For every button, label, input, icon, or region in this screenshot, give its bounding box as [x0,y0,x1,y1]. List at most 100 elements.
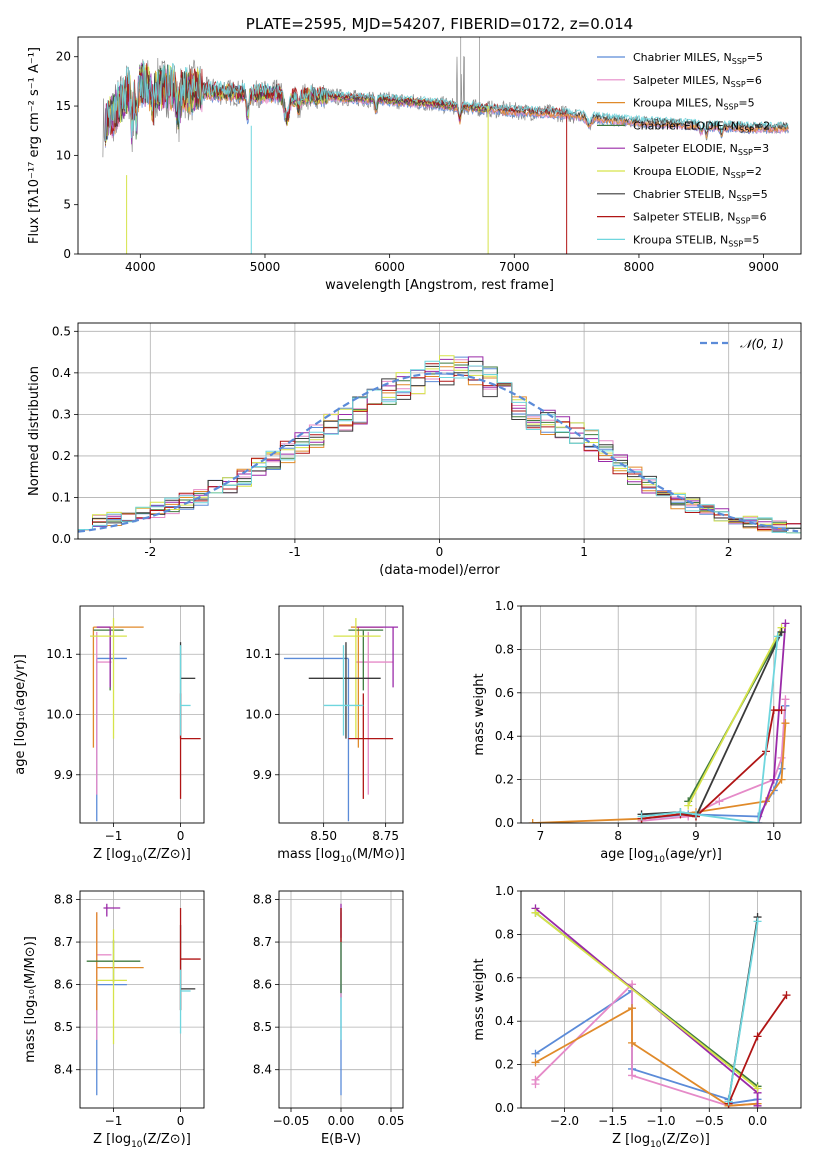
x-tick-label: 0.0 [748,1114,767,1128]
x-tick-label: −1 [105,1114,123,1128]
plot-area-mass_vs_z [86,903,201,1096]
y-tick-label: 10.1 [46,647,73,661]
weight-marker-salpeter_elodie [769,775,778,784]
weight-line-kroupa_stelib [641,636,779,823]
x-tick-label: 10 [766,829,781,843]
x-tick-label: 8 [614,829,622,843]
axes-weight_vs_age: 7 8 9 10 0.0 0.2 0.4 0.6 0.8 1.0 age [log10(age/yr… [472,599,802,865]
x-tick-label: 1 [580,545,588,559]
y-tick-label: 0.2 [495,773,514,787]
y-tick-label: 0.4 [495,729,514,743]
legend-label-kroupa_miles: Kroupa MILES, NSSP=5 [633,97,755,112]
x-tick-label: −1 [105,829,123,843]
weight-marker-chabrier_miles [531,1049,540,1058]
weight-marker-kroupa_stelib [724,1097,733,1106]
weight-marker-salpeter_miles [715,797,724,806]
x-axis-label: (data-model)/error [379,563,500,578]
axes-frame [520,605,802,824]
y-tick-label: 20 [56,50,71,64]
y-tick-label: 0.8 [495,927,514,941]
chart-title: PLATE=2595, MJD=54207, FIBERID=0172, z=0… [246,15,633,33]
weight-line-kroupa_elodie [534,911,759,1090]
weight-marker-kroupa_miles [781,719,790,728]
x-axis-label: age [log10(age/yr)] [600,847,722,865]
y-tick-label: 1.0 [495,599,514,613]
legend-label-kroupa_elodie: Kroupa ELODIE, NSSP=2 [633,165,762,180]
x-tick-label: 0.05 [378,1114,405,1128]
weight-marker-kroupa_miles [777,775,786,784]
axes-residuals: -2 -1 0 1 2 0.0 0.1 0.2 0.3 0.4 0.5 (data-model)/er… [27,322,802,578]
y-tick-label: 0.2 [495,1058,514,1072]
axes-frame [79,890,205,1109]
y-tick-label: 8.8 [253,893,272,907]
y-tick-label: 0.3 [52,407,71,421]
x-tick-label: -2 [144,545,156,559]
y-tick-label: 8.6 [54,978,73,992]
y-tick-label: 8.6 [253,978,272,992]
x-tick-label: 0 [436,545,444,559]
legend-label-salpeter_elodie: Salpeter ELODIE, NSSP=3 [633,142,769,157]
axes-age_vs_mass: 8.50 8.75 9.9 10.0 10.1 mass [log10(M/M⊙)] [245,605,405,865]
weight-line-kroupa_stelib [727,921,759,1102]
axes-frame [77,36,802,255]
y-tick-label: 8.5 [253,1020,272,1034]
y-tick-label: 8.8 [54,893,73,907]
weight-marker-chabrier_stelib [777,628,786,637]
x-tick-label: 5000 [250,260,281,274]
weight-marker-kroupa_stelib [773,632,782,641]
weight-marker-kroupa_elodie [684,801,693,810]
plot-area-weight_vs_z [531,904,791,1108]
weight-line-salpeter_miles [534,982,758,1107]
y-tick-label: 0.4 [52,366,71,380]
weight-marker-salpeter_stelib [769,706,778,715]
y-axis-label: mass [log₁₀(M/M⊙)] [23,936,38,1063]
x-tick-label: −1.0 [646,1114,675,1128]
weight-marker-kroupa_stelib [692,810,700,819]
weight-marker-salpeter_miles [531,1075,540,1084]
axes-frame [79,605,205,824]
weight-marker-kroupa_stelib [676,808,685,817]
x-tick-label: -1 [289,545,301,559]
x-tick-label: 9 [692,829,700,843]
y-tick-label: 10.1 [245,647,272,661]
x-tick-label: 0 [177,1114,185,1128]
y-tick-label: 0.5 [52,324,71,338]
model-line-kroupa_stelib [105,60,789,142]
axes-frame [278,605,404,824]
axes-frame [77,322,802,540]
y-axis-label: mass weight [472,673,487,755]
x-tick-label: −0.05 [273,1114,310,1128]
legend: Chabrier MILES, NSSP=5 Salpeter MILES, NS… [597,51,770,248]
weight-marker-salpeter_stelib [753,1032,762,1041]
x-tick-label: 8.75 [372,829,399,843]
plot-area-spectrum [102,37,789,254]
legend-label-kroupa_stelib: Kroupa STELIB, NSSP=5 [633,233,759,248]
weight-marker-salpeter_miles [781,695,790,704]
y-tick-label: 0.4 [495,1014,514,1028]
axes-age_vs_z: −1 0 9.9 10.0 10.1 Z [log10(Z/Z⊙)] age [log₁₀(… [13,605,205,865]
y-tick-label: 0.0 [495,1101,514,1115]
weight-marker-kroupa_stelib [637,812,646,821]
y-tick-label: 0 [63,247,71,261]
weight-marker-salpeter_elodie [781,619,790,628]
legend-label-gauss: 𝒩(0, 1) [740,337,784,351]
histogram-kroupa_stelib [78,360,801,534]
weight-marker-kroupa_miles [628,1038,637,1047]
weight-marker-salpeter_stelib [777,706,786,715]
y-tick-label: 8.7 [253,935,272,949]
y-tick-label: 8.7 [54,935,73,949]
y-tick-label: 0.8 [495,642,514,656]
y-tick-label: 10 [56,148,71,162]
axes-frame [278,890,404,1109]
weight-line-kroupa_miles [535,1006,758,1107]
y-axis-label: mass weight [472,958,487,1040]
y-tick-label: 8.4 [54,1063,73,1077]
axes-frame [520,890,802,1109]
x-axis-label: wavelength [Angstrom, rest frame] [325,278,554,293]
weight-marker-salpeter_stelib [782,991,791,1000]
weight-marker-kroupa_stelib [753,917,762,926]
y-tick-label: 0.6 [495,686,514,700]
legend-label-salpeter_miles: Salpeter MILES, NSSP=6 [633,74,762,89]
weight-line-chabrier_stelib [641,631,783,818]
